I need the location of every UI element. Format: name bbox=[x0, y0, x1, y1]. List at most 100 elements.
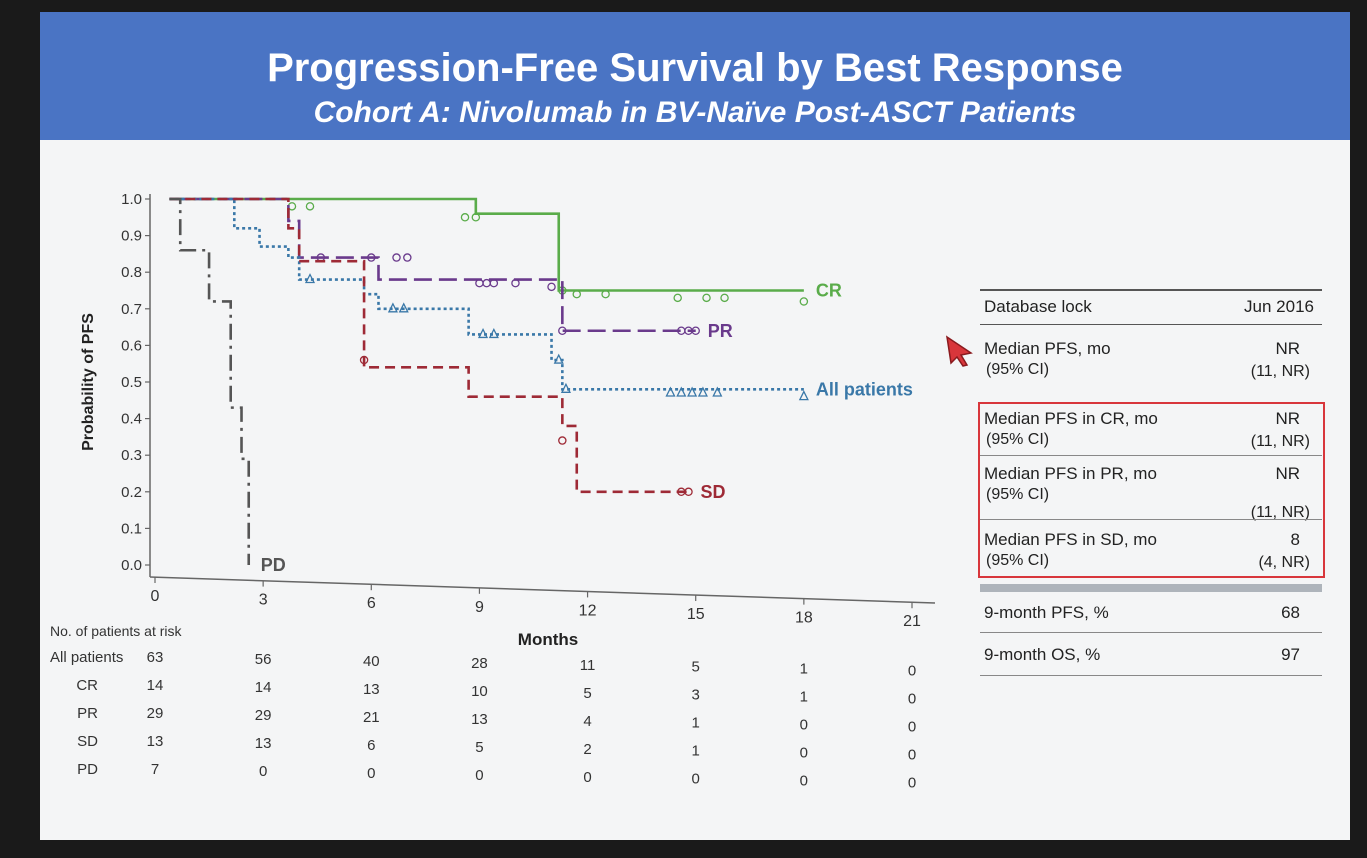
row-value: 68 bbox=[1281, 603, 1300, 622]
censor-mark bbox=[403, 253, 412, 262]
x-tick-label: 18 bbox=[795, 610, 813, 627]
risk-cell: 0 bbox=[475, 767, 483, 784]
x-axis-line bbox=[149, 576, 936, 604]
censor-mark bbox=[673, 293, 682, 303]
x-tick-label: 6 bbox=[367, 595, 376, 612]
risk-cell: 3 bbox=[692, 687, 700, 704]
series-line-pd bbox=[169, 197, 251, 565]
series-line-cr bbox=[169, 197, 804, 292]
risk-cell: 40 bbox=[363, 653, 380, 670]
row-sub: (95% CI) bbox=[986, 552, 1050, 569]
row-label: Median PFS in PR, mo bbox=[984, 464, 1157, 483]
table-top-rule bbox=[980, 289, 1322, 291]
risk-cell: 56 bbox=[255, 651, 272, 668]
risk-cell: 1 bbox=[800, 661, 808, 678]
risk-cell: 0 bbox=[800, 773, 808, 790]
censor-mark bbox=[387, 302, 398, 313]
risk-cell: 13 bbox=[147, 733, 164, 750]
risk-cell: 13 bbox=[363, 681, 380, 698]
risk-cell: 0 bbox=[367, 765, 375, 782]
risk-row-label: All patients bbox=[50, 649, 123, 666]
risk-row-label: PD bbox=[77, 761, 98, 778]
censor-mark bbox=[558, 436, 567, 445]
risk-row-label: PR bbox=[77, 705, 98, 722]
y-tick-label: 1.0 bbox=[121, 191, 142, 208]
risk-cell: 5 bbox=[692, 659, 700, 676]
row-sub: (95% CI) bbox=[986, 361, 1050, 378]
risk-cell: 0 bbox=[692, 771, 700, 788]
row-rule bbox=[980, 632, 1322, 633]
risk-cell: 1 bbox=[692, 715, 700, 732]
censor-mark bbox=[799, 297, 809, 306]
row-rule bbox=[980, 584, 1322, 592]
risk-cell: 0 bbox=[908, 719, 916, 736]
censor-mark bbox=[547, 282, 556, 292]
risk-cell: 14 bbox=[147, 677, 164, 694]
risk-cell: 21 bbox=[363, 709, 380, 726]
censor-mark bbox=[511, 278, 520, 288]
censor-mark bbox=[702, 293, 711, 303]
x-tick-label: 15 bbox=[687, 606, 705, 623]
y-tick-label: 0.7 bbox=[121, 301, 142, 318]
risk-cell: 0 bbox=[908, 775, 916, 792]
y-tick-label: 0.6 bbox=[121, 337, 142, 354]
slide: Progression-Free Survival by Best Respon… bbox=[40, 12, 1350, 840]
series-label: PD bbox=[261, 555, 286, 575]
censor-mark bbox=[560, 382, 571, 393]
censor-mark bbox=[798, 390, 809, 401]
km-curves: CR PR All patients SD PD bbox=[169, 197, 913, 575]
risk-cell: 0 bbox=[800, 745, 808, 762]
risk-cell: 29 bbox=[255, 707, 272, 724]
y-tick-label: 0.1 bbox=[121, 520, 142, 537]
y-tick-label: 0.4 bbox=[121, 411, 142, 428]
row-label: 9-month PFS, % bbox=[984, 603, 1109, 622]
risk-row-label: SD bbox=[77, 733, 98, 750]
slide-title: Progression-Free Survival by Best Respon… bbox=[267, 46, 1123, 90]
km-chart: 0.00.10.20.30.40.50.60.70.80.91.00 3 6 9 12 1… bbox=[50, 191, 936, 792]
x-tick-label: 0 bbox=[151, 588, 160, 605]
y-tick-label: 0.3 bbox=[121, 447, 142, 464]
x-tick-label: 9 bbox=[475, 599, 484, 616]
header-value: Jun 2016 bbox=[1244, 297, 1314, 316]
chart-axes: 0.0 0.1 0.2 0.3 0.4 0.5 0.6 0.7 0.8 0.9 1.0 0 3 6 9 12 1… bbox=[80, 191, 936, 649]
risk-cell: 0 bbox=[800, 717, 808, 734]
risk-cell: 2 bbox=[583, 741, 591, 758]
row-label: 9-month OS, % bbox=[984, 645, 1101, 664]
censor-mark bbox=[691, 326, 700, 336]
risk-cell: 4 bbox=[583, 713, 591, 730]
series-line-sd bbox=[169, 197, 689, 494]
risk-cell: 0 bbox=[583, 769, 591, 786]
series-label: CR bbox=[816, 281, 842, 301]
x-tick-label: 21 bbox=[903, 613, 921, 630]
title-banner bbox=[40, 12, 1350, 140]
risk-cell: 14 bbox=[255, 679, 272, 696]
censor-mark bbox=[367, 253, 376, 262]
risk-cell: 5 bbox=[583, 685, 591, 702]
censor-mark bbox=[687, 386, 698, 397]
censor-mark bbox=[477, 327, 489, 339]
y-tick-label: 0.9 bbox=[121, 228, 142, 245]
risk-cell: 7 bbox=[151, 761, 159, 778]
series-line-pr bbox=[169, 197, 696, 333]
censor-mark bbox=[398, 302, 409, 313]
censor-mark bbox=[684, 487, 693, 497]
risk-cell: 11 bbox=[580, 657, 596, 674]
censor-mark bbox=[553, 353, 564, 364]
censor-mark bbox=[392, 253, 401, 262]
x-tick-label: 3 bbox=[259, 592, 268, 609]
censor-mark bbox=[488, 327, 499, 339]
slide-subtitle: Cohort A: Nivolumab in BV-Naïve Post-ASC… bbox=[313, 96, 1077, 129]
row-value: NR bbox=[1275, 339, 1300, 358]
highlight-box bbox=[978, 402, 1325, 578]
row-value: 8 bbox=[1290, 530, 1300, 549]
risk-cell: 0 bbox=[908, 663, 916, 680]
risk-cell: 10 bbox=[471, 683, 488, 700]
series-line-all-patients bbox=[169, 197, 804, 391]
row-ci: (11, NR) bbox=[1250, 433, 1310, 450]
x-tick-label: 12 bbox=[579, 602, 597, 619]
risk-cell: 28 bbox=[471, 655, 488, 672]
row-sub: (95% CI) bbox=[986, 486, 1050, 503]
y-tick-label: 0.2 bbox=[121, 484, 142, 501]
row-label: Median PFS in CR, mo bbox=[984, 409, 1158, 428]
